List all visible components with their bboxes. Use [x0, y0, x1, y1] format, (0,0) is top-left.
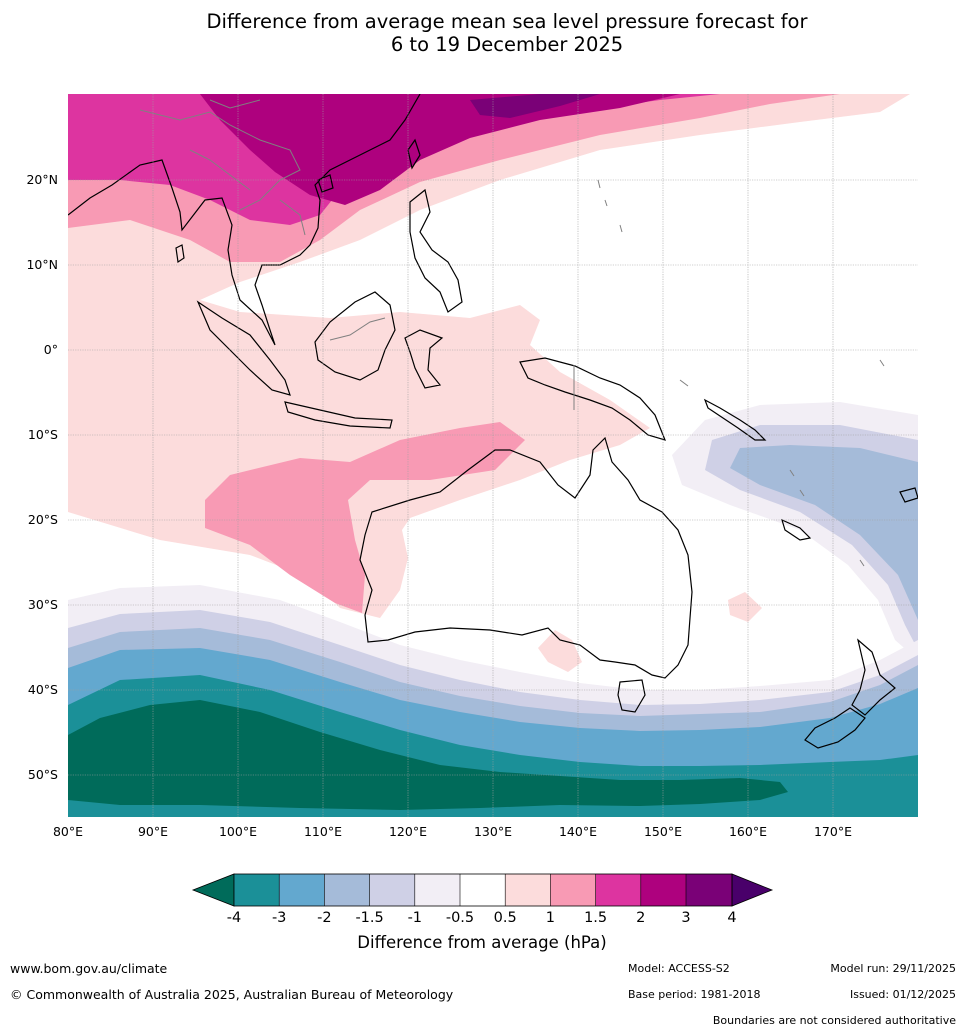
issued-date: Issued: 01/12/2025: [849, 988, 956, 1001]
field-pos-0.5-sa: [538, 630, 582, 672]
java-coastline: [284, 401, 393, 429]
asia-borders: [139, 99, 306, 236]
sulawesi-coastline: [404, 329, 444, 389]
fiji-coastline: [899, 487, 918, 503]
website-url[interactable]: www.bom.gov.au/climate: [10, 961, 168, 976]
field-pos-1-nwaus: [205, 422, 525, 613]
colorbar-separators: [278, 874, 687, 906]
base-period: Base period: 1981-2018: [628, 988, 761, 1001]
colorbar-tick-label: 2: [636, 910, 645, 926]
colorbar-tick-label: -3: [272, 910, 286, 926]
australia-coastline: [359, 436, 693, 679]
lon-label-110E: 110°E: [304, 824, 342, 839]
borneo-coastline: [314, 291, 396, 381]
copyright-notice: © Commonwealth of Australia 2025, Austra…: [10, 987, 454, 1002]
solomon-islands-coastline: [703, 398, 767, 441]
title-line-1: Difference from average mean sea level p…: [206, 10, 808, 33]
colorbar-bin-8: [550, 874, 596, 906]
lat-labels: 20°N 10°N 0° 10°S 20°S 30°S 40°S 50°S: [26, 172, 58, 782]
country-borders: [139, 99, 885, 567]
colorbar-ticks: -4 -3 -2 -1.5 -1 -0.5 0.5 1 1.5 2 3 4: [227, 910, 737, 926]
new-zealand-south-coastline: [804, 707, 866, 749]
colorbar-bin-1: [234, 874, 280, 906]
colorbar-bin-5: [414, 874, 460, 906]
philippines-coastline: [409, 188, 463, 313]
borneo-border: [329, 317, 386, 341]
colorbar-bin-10: [640, 874, 686, 906]
colorbar-bin-4: [369, 874, 415, 906]
tasmania-coastline: [617, 679, 646, 713]
lat-label-20S: 20°S: [28, 512, 58, 527]
lon-label-80E: 80°E: [53, 824, 83, 839]
lon-label-150E: 150°E: [644, 824, 682, 839]
colorbar-bin-2: [279, 874, 325, 906]
colorbar-bin-3: [324, 874, 370, 906]
lon-labels: 80°E 90°E 100°E 110°E 120°E 130°E 140°E …: [53, 824, 852, 839]
new-zealand-north-coastline: [851, 638, 896, 716]
lon-label-100E: 100°E: [219, 824, 257, 839]
colorbar-bin-7: [505, 874, 551, 906]
lon-label-120E: 120°E: [389, 824, 427, 839]
field-pos-3: [470, 94, 600, 118]
lon-label-160E: 160°E: [729, 824, 767, 839]
lon-label-130E: 130°E: [474, 824, 512, 839]
lat-label-10N: 10°N: [26, 257, 58, 272]
asia-coastline: [68, 94, 421, 346]
colorbar-max-arrow: [731, 873, 774, 907]
colorbar: -4 -3 -2 -1.5 -1 -0.5 0.5 1 1.5 2 3 4 Di…: [191, 873, 774, 952]
colorbar-tick-label: -0.5: [446, 910, 474, 926]
coastlines: [68, 94, 918, 749]
colorbar-tick-label: -1: [408, 910, 422, 926]
colorbar-bin-9: [595, 874, 641, 906]
colorbar-tick-label: 0.5: [494, 910, 517, 926]
title-line-2: 6 to 19 December 2025: [390, 33, 624, 56]
field-pos-0.5-tasman: [728, 592, 762, 622]
lat-label-30S: 30°S: [28, 597, 58, 612]
colorbar-min-arrow: [191, 873, 235, 907]
graticule: [68, 94, 918, 817]
colorbar-label: Difference from average (hPa): [357, 933, 606, 952]
colorbar-bin-6: [460, 874, 506, 906]
model-run-date: Model run: 29/11/2025: [830, 962, 956, 975]
sri-lanka-coastline: [175, 244, 185, 264]
hainan-coastline: [317, 174, 334, 193]
model-name: Model: ACCESS-S2: [628, 962, 730, 975]
colorbar-tick-label: 3: [681, 910, 690, 926]
lon-label-90E: 90°E: [138, 824, 168, 839]
boundaries-disclaimer: Boundaries are not considered authoritat…: [712, 1014, 956, 1027]
field-neg-1.5-pacific: [730, 445, 918, 620]
new-caledonia-coastline: [781, 518, 812, 541]
lat-label-10S: 10°S: [28, 427, 58, 442]
colorbar-tick-label: 4: [727, 910, 736, 926]
new-guinea-coastline: [519, 357, 667, 441]
lat-label-0: 0°: [44, 342, 58, 357]
small-islands: [597, 179, 885, 567]
colorbar-tick-label: -4: [227, 910, 241, 926]
lat-label-20N: 20°N: [26, 172, 58, 187]
taiwan-coastline: [407, 138, 421, 170]
field-pos-2: [200, 94, 680, 205]
colorbar-tick-label: -1.5: [355, 910, 383, 926]
colorbar-tick-label: 1.5: [584, 910, 607, 926]
lon-label-140E: 140°E: [559, 824, 597, 839]
map-title: Difference from average mean sea level p…: [0, 10, 965, 56]
colorbar-bin-11: [686, 874, 732, 906]
colorbar-tick-label: -2: [317, 910, 331, 926]
lat-label-40S: 40°S: [28, 682, 58, 697]
lon-label-170E: 170°E: [814, 824, 852, 839]
field-neg-4: [68, 700, 788, 810]
colorbar-outline: [233, 873, 733, 907]
colorbar-tick-label: 1: [546, 910, 555, 926]
sumatra-coastline: [196, 300, 291, 396]
lat-label-50S: 50°S: [28, 767, 58, 782]
